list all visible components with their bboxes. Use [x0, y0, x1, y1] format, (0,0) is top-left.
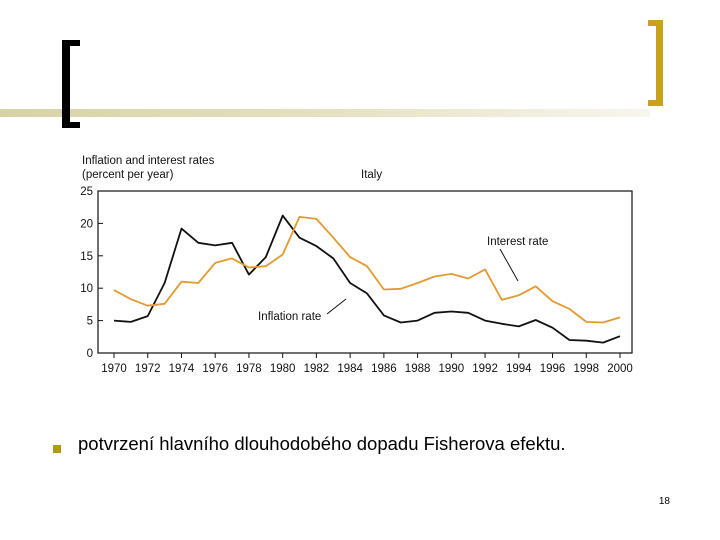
x-tick-label: 1982 [304, 363, 330, 375]
inflation-rate-annotation: Inflation rate [258, 311, 321, 323]
x-tick-label: 2000 [607, 363, 633, 375]
chart-title: Italy [361, 169, 382, 181]
inflation-leader-line [326, 298, 347, 315]
left-bracket-top [62, 40, 80, 46]
y-tick-label: 15 [80, 251, 93, 263]
y-tick-label: 25 [80, 186, 93, 198]
x-tick-label: 1976 [202, 363, 228, 375]
x-tick-label: 1996 [540, 363, 566, 375]
x-tick-label: 1978 [236, 363, 262, 375]
interest-leader-line [499, 248, 519, 282]
page-number: 18 [658, 496, 670, 507]
inflation-rate-line [113, 214, 621, 344]
x-tick-label: 1998 [573, 363, 599, 375]
y-tick-label: 10 [80, 283, 93, 295]
left-bracket-bottom [62, 122, 80, 128]
y-tick-label: 20 [80, 218, 93, 230]
y-tick-label: 5 [87, 316, 93, 328]
x-tick-label: 1990 [439, 363, 465, 375]
title-band [0, 109, 650, 117]
y-axis-label-line2: (percent per year) [82, 169, 174, 181]
x-tick-label: 1980 [270, 363, 296, 375]
interest-rate-annotation: Interest rate [487, 236, 548, 248]
y-tick-label: 0 [87, 348, 93, 360]
plot-frame [97, 190, 633, 354]
right-bracket-bar [656, 20, 663, 106]
right-bracket-bottom [648, 100, 663, 106]
left-bracket-bar [62, 40, 70, 128]
right-bracket-top [648, 20, 663, 26]
series-layer [113, 214, 621, 344]
x-tick-label: 1974 [169, 363, 195, 375]
x-tick-label: 1988 [405, 363, 431, 375]
x-tick-label: 1970 [101, 363, 127, 375]
x-tick-label: 1984 [337, 363, 363, 375]
bullet-icon [53, 445, 61, 453]
interest-rate-line [113, 215, 621, 324]
x-tick-label: 1986 [371, 363, 397, 375]
x-tick-label: 1994 [506, 363, 532, 375]
chart-ticks: 0 5 10 15 20 25 1970 1972 1974 1976 1978 1980 1982 19… [80, 186, 633, 375]
y-axis-label-line1: Inflation and interest rates [82, 155, 215, 167]
x-tick-label: 1992 [472, 363, 498, 375]
x-tick-label: 1972 [135, 363, 161, 375]
bullet-text: potvrzení hlavního dlouhodobého dopadu F… [78, 433, 566, 454]
